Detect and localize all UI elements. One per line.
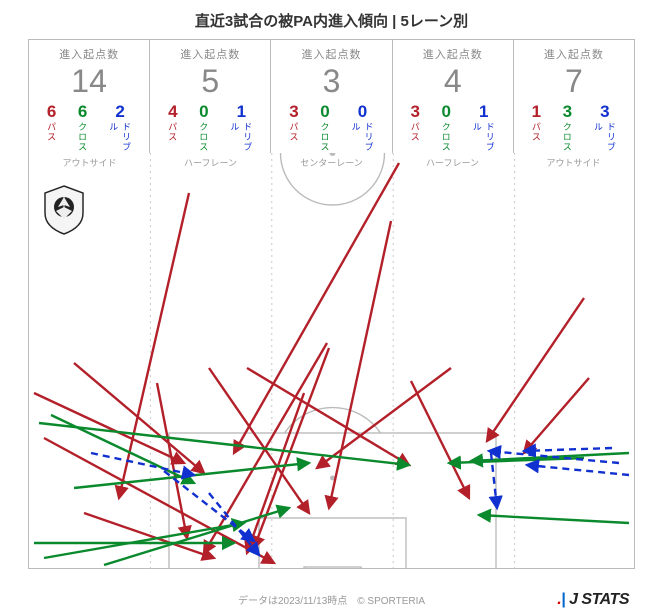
- lane-total: 7: [565, 64, 583, 99]
- lane-total: 4: [444, 64, 462, 99]
- lane-column: 進入起点数 3 3パス 0クロス 0ドリブル: [270, 40, 391, 153]
- lane-column: 進入起点数 4 3パス 0クロス 1ドリブル: [392, 40, 513, 153]
- lane-total: 5: [201, 64, 219, 99]
- lane-header-label: 進入起点数: [544, 46, 604, 62]
- lane-total: 3: [323, 64, 341, 99]
- pitch-area: アウトサイドハーフレーンセンターレーンハーフレーンアウトサイド: [28, 153, 635, 569]
- lanes-header: 進入起点数 14 6パス 6クロス 2ドリブル 進入起点数 5 4パス 0クロス…: [28, 39, 635, 153]
- chart-container: 直近3試合の被PA内進入傾向 | 5レーン別 進入起点数 14 6パス 6クロス…: [0, 0, 663, 611]
- lane-column: 進入起点数 14 6パス 6クロス 2ドリブル: [28, 40, 149, 153]
- lane-header-label: 進入起点数: [180, 46, 240, 62]
- chart-title: 直近3試合の被PA内進入傾向 | 5レーン別: [28, 6, 635, 39]
- lane-header-label: 進入起点数: [59, 46, 119, 62]
- lane-breakdown: 3パス 0クロス 1ドリブル: [409, 103, 497, 160]
- lane-total: 14: [71, 64, 107, 99]
- lane-breakdown: 4パス 0クロス 1ドリブル: [166, 103, 254, 160]
- team-crest-icon: [43, 185, 85, 235]
- brand-logo: .| J STATS: [557, 591, 629, 609]
- lane-breakdown: 6パス 6クロス 2ドリブル: [45, 103, 133, 160]
- lane-column: 進入起点数 5 4パス 0クロス 1ドリブル: [149, 40, 270, 153]
- lane-header-label: 進入起点数: [302, 46, 362, 62]
- lane-breakdown: 1パス 3クロス 3ドリブル: [530, 103, 618, 160]
- lane-breakdown: 3パス 0クロス 0ドリブル: [288, 103, 376, 160]
- pitch-svg: [29, 153, 636, 569]
- lane-column: 進入起点数 7 1パス 3クロス 3ドリブル: [513, 40, 635, 153]
- lane-header-label: 進入起点数: [423, 46, 483, 62]
